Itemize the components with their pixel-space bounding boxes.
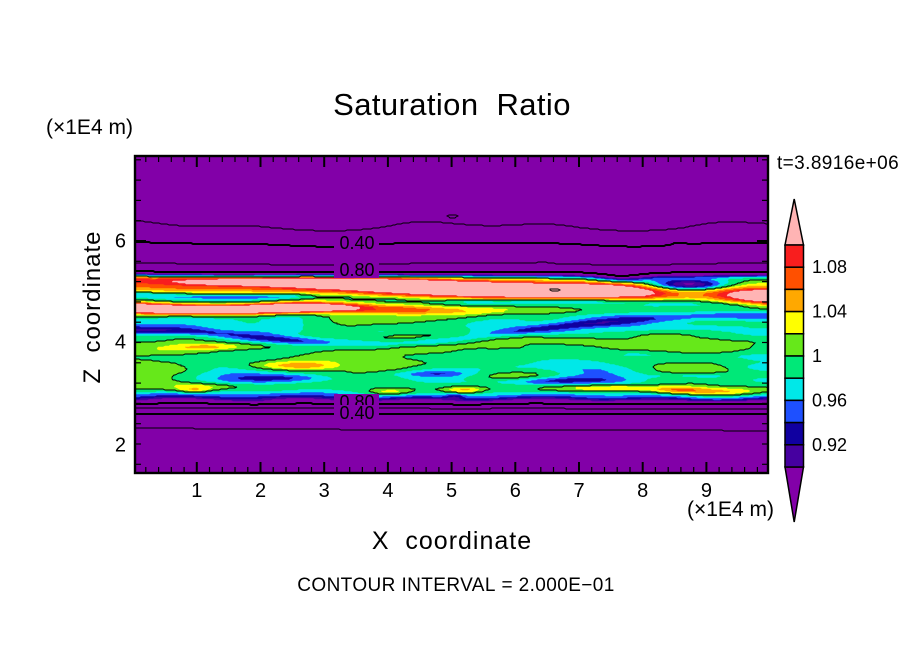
svg-text:2: 2 — [255, 480, 266, 502]
svg-text:7: 7 — [573, 480, 584, 502]
svg-text:1.04: 1.04 — [812, 302, 847, 322]
svg-text:0.40: 0.40 — [339, 403, 374, 423]
svg-text:4: 4 — [115, 332, 126, 354]
svg-text:2: 2 — [115, 435, 126, 457]
svg-text:6: 6 — [510, 480, 521, 502]
svg-text:0.96: 0.96 — [812, 390, 847, 410]
svg-text:(×1E4 m): (×1E4 m) — [687, 498, 774, 521]
svg-text:1: 1 — [191, 480, 202, 502]
svg-text:4: 4 — [382, 480, 393, 502]
svg-text:CONTOUR INTERVAL = 2.000E−01: CONTOUR INTERVAL = 2.000E−01 — [297, 575, 614, 596]
svg-text:0.40: 0.40 — [339, 233, 374, 253]
svg-text:3: 3 — [319, 480, 330, 502]
svg-text:X coordinate: X coordinate — [372, 527, 532, 555]
svg-text:Saturation Ratio: Saturation Ratio — [333, 87, 571, 122]
svg-text:9: 9 — [701, 480, 712, 502]
svg-text:0.80: 0.80 — [339, 260, 374, 280]
svg-text:(×1E4 m): (×1E4 m) — [46, 116, 133, 139]
svg-text:8: 8 — [637, 480, 648, 502]
svg-text:0.92: 0.92 — [812, 435, 847, 455]
svg-text:Z coordinate: Z coordinate — [79, 230, 106, 383]
svg-text:t=3.8916e+06: t=3.8916e+06 — [777, 153, 899, 174]
svg-text:1.08: 1.08 — [812, 257, 847, 277]
svg-text:6: 6 — [115, 231, 126, 253]
svg-text:1: 1 — [812, 346, 822, 366]
svg-text:5: 5 — [446, 480, 457, 502]
